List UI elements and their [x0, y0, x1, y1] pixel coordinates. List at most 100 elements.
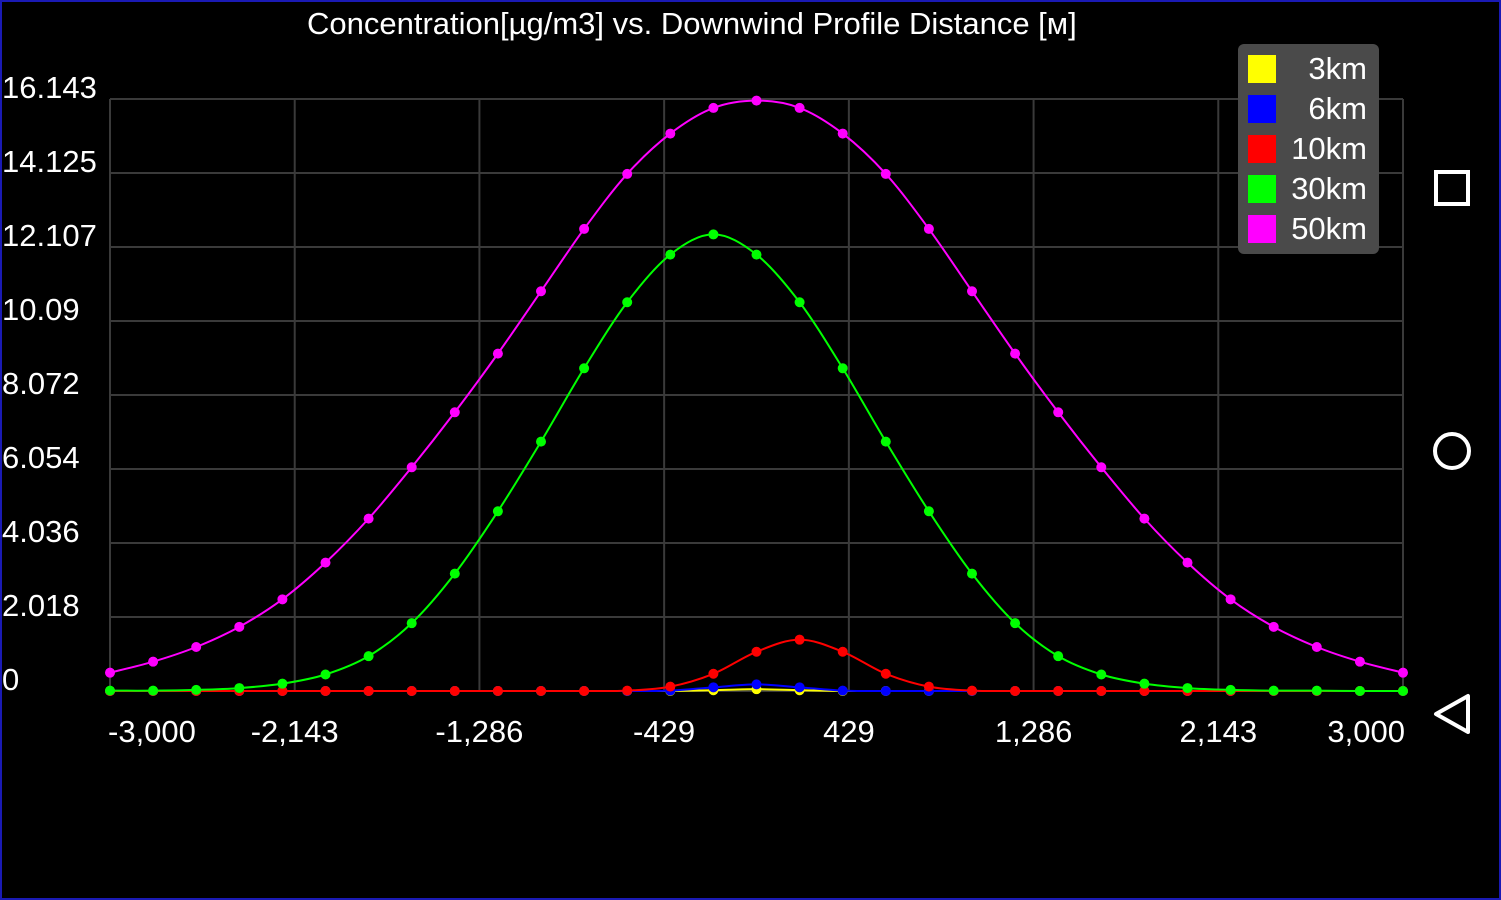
data-point-6km [708, 682, 719, 693]
data-point-30km [708, 229, 719, 240]
y-tick-label: 14.125 [2, 144, 97, 179]
square-recents-icon [1434, 170, 1470, 206]
legend-label: 30km [1291, 171, 1367, 206]
x-axis-ticks: -3,000 -2,143 -1,286 -429 429 1,286 2,143 3,000 [108, 714, 1405, 749]
data-point-10km [665, 681, 676, 692]
data-point-30km [880, 436, 891, 447]
legend-label: 10km [1291, 131, 1367, 166]
data-point-30km [449, 568, 460, 579]
data-point-50km [923, 223, 934, 234]
data-point-50km [1182, 557, 1193, 568]
data-point-50km [837, 128, 848, 139]
data-point-30km [1010, 618, 1021, 629]
series-lines [105, 95, 1408, 696]
data-point-30km [320, 669, 331, 680]
circle-home-icon [1433, 432, 1471, 470]
data-point-30km [794, 297, 805, 308]
legend-swatch [1248, 95, 1276, 123]
x-tick-label: -3,000 [108, 714, 196, 749]
data-point-30km [277, 678, 288, 689]
data-point-30km [1225, 684, 1236, 695]
data-point-10km [794, 634, 805, 645]
data-point-50km [1268, 621, 1279, 632]
legend-item-50km: 50km [1238, 209, 1379, 249]
y-tick-label: 0 [2, 662, 19, 697]
back-button[interactable] [1430, 692, 1474, 736]
data-point-6km [837, 685, 848, 696]
data-point-10km [363, 686, 374, 696]
legend-swatch [1248, 175, 1276, 203]
legend-swatch [1248, 215, 1276, 243]
data-point-50km [148, 656, 159, 667]
y-tick-label: 12.107 [2, 218, 97, 253]
data-point-10km [880, 668, 891, 679]
data-point-30km [967, 568, 977, 579]
data-point-10km [406, 686, 417, 696]
data-point-10km [708, 668, 719, 679]
data-point-50km [320, 557, 331, 568]
data-point-30km [1053, 651, 1064, 662]
data-point-30km [105, 685, 115, 696]
data-point-10km [622, 685, 633, 696]
grid [109, 98, 1404, 692]
data-point-50km [1398, 667, 1408, 678]
data-point-30km [923, 506, 934, 517]
x-tick-label: 1,286 [995, 714, 1073, 749]
legend-label: 50km [1291, 211, 1367, 246]
data-point-30km [1268, 685, 1279, 696]
data-point-10km [751, 646, 762, 657]
data-point-50km [1053, 407, 1064, 418]
data-point-50km [880, 168, 891, 179]
data-point-50km [363, 513, 374, 524]
x-tick-label: -2,143 [251, 714, 339, 749]
data-point-30km [1311, 685, 1322, 696]
legend-item-6km: 6km [1238, 89, 1379, 129]
x-tick-label: 3,000 [1327, 714, 1405, 749]
recents-button[interactable] [1430, 166, 1474, 210]
data-point-10km [837, 646, 848, 657]
data-point-10km [579, 686, 590, 696]
data-point-30km [622, 297, 633, 308]
x-tick-label: -1,286 [435, 714, 523, 749]
data-point-30km [536, 436, 546, 447]
data-point-50km [277, 594, 288, 605]
data-point-30km [1096, 669, 1107, 680]
legend-label: 6km [1308, 91, 1367, 126]
data-point-30km [751, 249, 762, 260]
data-point-10km [967, 685, 977, 696]
y-tick-label: 6.054 [2, 440, 80, 475]
data-point-6km [794, 682, 805, 693]
data-point-30km [191, 684, 202, 695]
data-point-50km [708, 102, 719, 113]
data-point-30km [492, 506, 503, 517]
data-point-50km [1096, 462, 1107, 473]
legend-item-3km: 3km [1238, 49, 1379, 89]
data-point-30km [665, 249, 676, 260]
y-axis-ticks: 0 2.018 4.036 6.054 8.072 10.09 12.107 14.125 16… [2, 70, 97, 697]
data-point-50km [191, 641, 202, 652]
data-point-10km [1053, 686, 1064, 696]
x-tick-label: 429 [823, 714, 875, 749]
data-point-50km [1225, 594, 1236, 605]
data-point-10km [1139, 686, 1150, 696]
data-point-50km [406, 462, 417, 473]
data-point-50km [579, 223, 590, 234]
data-point-50km [449, 407, 460, 418]
series-line-30km [109, 233, 1404, 693]
series-30km [105, 229, 1408, 696]
home-button[interactable] [1430, 429, 1474, 473]
data-point-10km [536, 686, 546, 696]
triangle-back-icon [1434, 694, 1470, 734]
y-tick-label: 8.072 [2, 366, 80, 401]
y-tick-label: 10.09 [2, 292, 80, 327]
data-point-30km [837, 363, 848, 374]
data-point-50km [1311, 641, 1322, 652]
data-point-30km [579, 363, 590, 374]
series-line-50km [109, 99, 1404, 674]
data-point-50km [665, 128, 676, 139]
data-point-50km [234, 621, 245, 632]
data-point-30km [1398, 686, 1408, 696]
data-point-50km [794, 102, 805, 113]
data-point-10km [1096, 686, 1107, 696]
data-point-6km [751, 679, 762, 690]
